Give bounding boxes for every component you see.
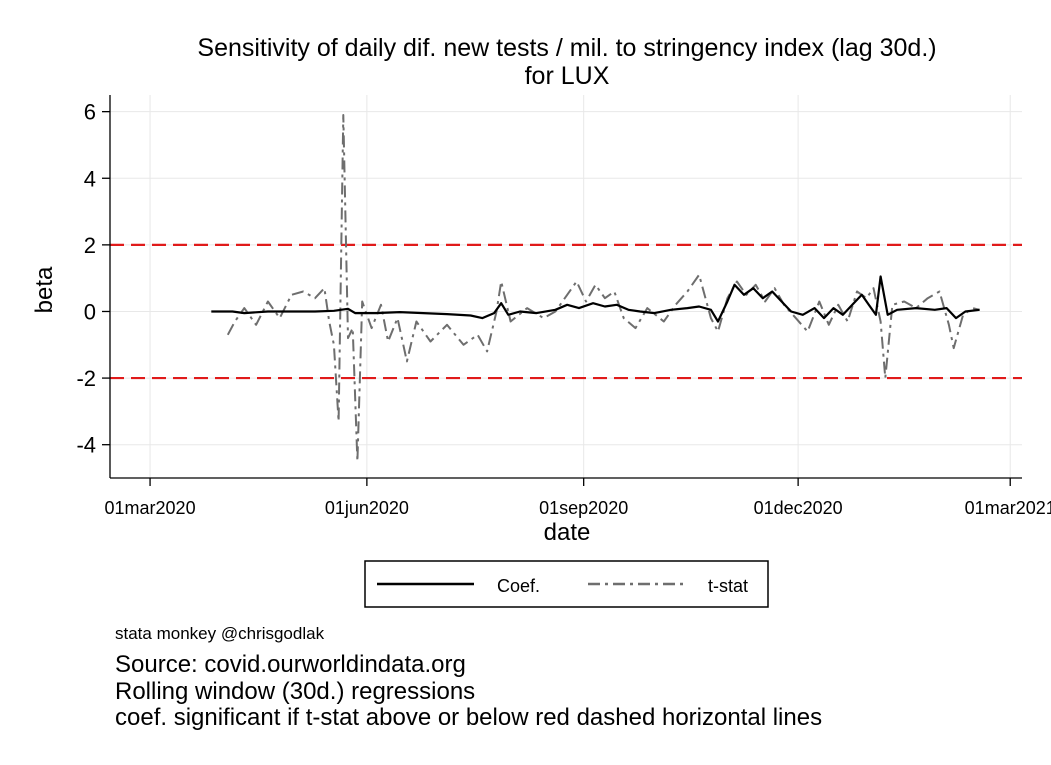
x-tick-label: 01mar2021 <box>965 498 1051 518</box>
x-tick-label: 01jun2020 <box>325 498 409 518</box>
y-tick-label: 4 <box>84 166 96 191</box>
legend: Coef. t-stat <box>364 560 769 608</box>
legend-box <box>364 560 769 608</box>
y-tick-label: 0 <box>84 299 96 324</box>
note-method: Rolling window (30d.) regressions <box>115 678 476 705</box>
chart: Sensitivity of daily dif. new tests / mi… <box>31 34 1051 608</box>
legend-label-tstat: t-stat <box>708 576 748 596</box>
y-tick-label: -4 <box>76 433 96 458</box>
series-group <box>211 114 980 463</box>
y-axis-label: beta <box>31 266 58 313</box>
x-tick-label: 01dec2020 <box>754 498 843 518</box>
note-significance: coef. significant if t-stat above or bel… <box>115 704 823 731</box>
grid <box>110 95 1022 478</box>
y-tick-label: 6 <box>84 100 96 125</box>
legend-label-coef: Coef. <box>497 576 540 596</box>
x-axis-label: date <box>544 519 591 546</box>
axes: 6 4 2 0 -2 -4 01mar2020 01jun2020 01sep2020 01dec… <box>76 95 1051 518</box>
chart-title-line-1: Sensitivity of daily dif. new tests / mi… <box>197 34 936 62</box>
y-tick-label: -2 <box>76 366 96 391</box>
chart-title-line-2: for LUX <box>525 62 610 90</box>
note-source: Source: covid.ourworldindata.org <box>115 651 466 678</box>
series-line-coef <box>211 275 980 323</box>
credit-text: stata monkey @chrisgodlak <box>115 624 325 643</box>
reference-lines <box>110 243 1022 380</box>
x-tick-label: 01sep2020 <box>539 498 628 518</box>
x-tick-label: 01mar2020 <box>105 498 196 518</box>
series-line-t-stat <box>226 114 980 463</box>
y-tick-label: 2 <box>84 233 96 258</box>
